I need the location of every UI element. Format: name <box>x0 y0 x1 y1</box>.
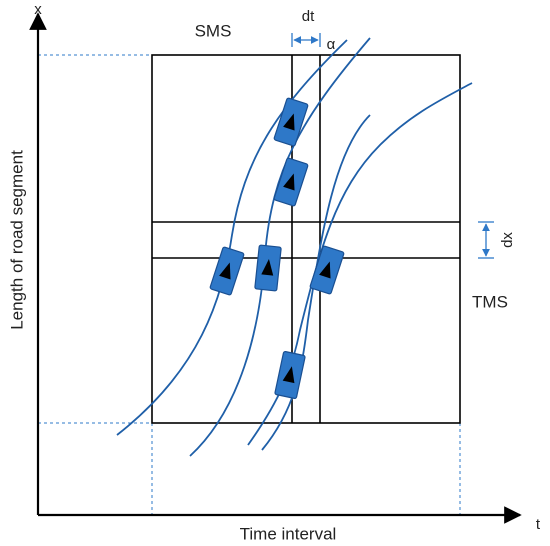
x-axis-label: Time interval <box>240 524 337 543</box>
x-axis-symbol: t <box>536 516 541 533</box>
alpha-label: α <box>327 36 336 53</box>
y-axis-label: Length of road segment <box>7 150 26 330</box>
car-icon <box>209 246 245 296</box>
triangle-arrow-icon <box>283 173 295 191</box>
axes <box>29 12 522 524</box>
dt-dimension <box>291 33 321 47</box>
triangle-arrow-icon <box>283 113 295 131</box>
car-icon <box>309 245 345 295</box>
dt-label: dt <box>302 8 315 25</box>
triangle-arrow-icon <box>319 261 331 279</box>
triangle-arrow-icon <box>282 366 295 384</box>
car-icon <box>273 157 309 207</box>
dx-dimension <box>478 221 494 259</box>
vehicles <box>209 97 345 400</box>
trajectory-4 <box>261 114 371 451</box>
observation-region <box>151 54 461 424</box>
tms-label: TMS <box>472 292 508 311</box>
car-icon <box>274 350 306 400</box>
car-icon <box>254 244 282 292</box>
car-icon <box>273 97 309 147</box>
y-axis-symbol: x <box>34 1 42 18</box>
dx-label: dx <box>499 232 516 248</box>
triangle-arrow-icon <box>219 262 231 280</box>
sms-label: SMS <box>195 21 232 40</box>
triangle-arrow-icon <box>261 259 274 276</box>
projection-lines <box>38 54 461 515</box>
